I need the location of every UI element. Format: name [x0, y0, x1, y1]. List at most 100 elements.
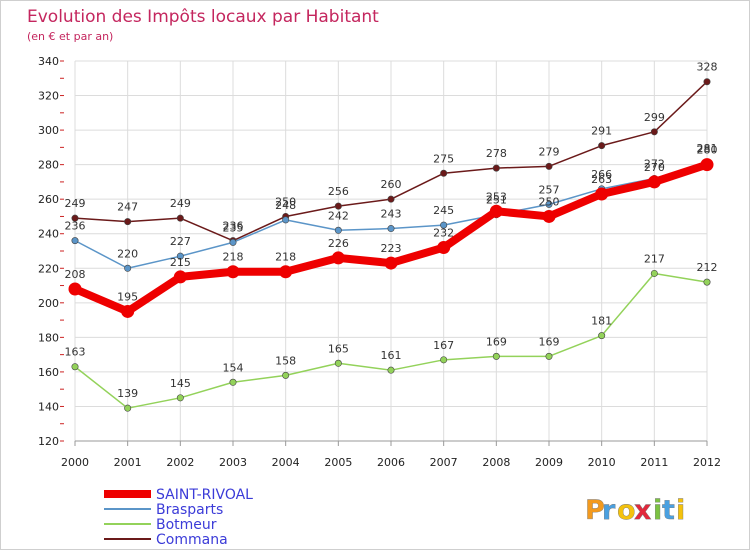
data-label: 217 [644, 252, 665, 265]
x-tick-label: 2005 [324, 456, 352, 469]
data-label: 272 [644, 157, 665, 170]
data-label: 245 [433, 204, 454, 217]
data-point [384, 256, 398, 270]
x-tick-label: 2009 [535, 456, 563, 469]
logo-letter: r [602, 495, 616, 526]
data-label: 165 [328, 342, 349, 355]
data-label: 195 [117, 290, 138, 303]
data-point [124, 264, 132, 272]
data-point [71, 237, 79, 245]
data-label: 212 [697, 261, 718, 274]
data-point [703, 78, 711, 86]
data-point [440, 169, 448, 177]
data-label: 154 [223, 361, 244, 374]
logo-letter: i [676, 495, 685, 526]
data-point [176, 252, 184, 260]
data-point [124, 404, 132, 412]
data-point [124, 218, 132, 226]
data-label: 250 [539, 195, 560, 208]
data-label: 257 [539, 183, 560, 196]
data-label: 249 [65, 197, 86, 210]
data-point [598, 142, 606, 150]
data-label: 158 [275, 354, 296, 367]
data-label: 263 [591, 173, 612, 186]
data-point [334, 226, 342, 234]
data-point [226, 265, 240, 279]
grid [74, 60, 708, 441]
data-point [121, 304, 135, 318]
data-point [598, 332, 606, 340]
data-label: 266 [591, 168, 612, 181]
y-tick-label: 300 [38, 124, 59, 137]
data-point [68, 282, 82, 296]
data-label: 208 [65, 268, 86, 281]
axes: 120 140 160 180 200 220 240 260 280 300 320 340 2000… [38, 55, 721, 469]
data-point [176, 394, 184, 402]
data-label: 299 [644, 111, 665, 124]
x-tick-label: 2008 [482, 456, 510, 469]
data-label: 281 [697, 142, 718, 155]
series-group [68, 78, 714, 412]
data-label: 235 [223, 221, 244, 234]
data-label: 291 [591, 125, 612, 138]
data-point [173, 270, 187, 284]
data-label: 181 [591, 315, 612, 328]
x-tick-label: 2000 [61, 456, 89, 469]
data-label: 169 [486, 335, 507, 348]
data-point [545, 200, 553, 208]
legend-label: Brasparts [156, 502, 223, 518]
y-tick-label: 320 [38, 90, 59, 103]
logo-letter: x [634, 495, 651, 526]
data-labels: 249 247 249 236 250 256 260 275 278 279 291 299 328 1… [65, 61, 718, 400]
data-point [71, 363, 79, 371]
data-point [647, 175, 661, 189]
data-point [440, 221, 448, 229]
data-point [176, 214, 184, 222]
x-tick-label: 2007 [430, 456, 458, 469]
data-point [334, 359, 342, 367]
logo-letter: o [617, 495, 636, 526]
data-point [650, 269, 658, 277]
data-label: 163 [65, 346, 86, 359]
data-label: 232 [433, 227, 454, 240]
y-tick-label: 240 [38, 228, 59, 241]
x-tick-label: 2002 [166, 456, 194, 469]
data-point [279, 265, 293, 279]
data-point [387, 366, 395, 374]
logo-letter: i [653, 495, 662, 526]
y-tick-label: 280 [38, 159, 59, 172]
x-tick-label: 2012 [693, 456, 721, 469]
data-label: 169 [539, 335, 560, 348]
data-point [334, 202, 342, 210]
data-label: 167 [433, 339, 454, 352]
data-point [71, 214, 79, 222]
x-tick-label: 2001 [114, 456, 142, 469]
data-label: 226 [328, 237, 349, 250]
data-point [542, 209, 556, 223]
data-label: 220 [117, 247, 138, 260]
legend-label: Botmeur [156, 517, 217, 533]
x-tick-label: 2011 [640, 456, 668, 469]
data-label: 253 [486, 190, 507, 203]
data-label: 249 [170, 197, 191, 210]
data-point [489, 204, 503, 218]
data-point [282, 371, 290, 379]
data-label: 218 [275, 251, 296, 264]
data-label: 161 [381, 349, 402, 362]
data-label: 236 [65, 220, 86, 233]
logo-letter: P [585, 495, 605, 526]
data-label: 227 [170, 235, 191, 248]
data-label: 236 [223, 220, 244, 233]
x-tick-label: 2006 [377, 456, 405, 469]
logo-letter: t [662, 495, 675, 526]
data-point [700, 158, 714, 172]
data-point [440, 356, 448, 364]
data-point [595, 187, 609, 201]
data-label: 215 [170, 256, 191, 269]
y-tick-label: 120 [38, 435, 59, 448]
y-tick-label: 220 [38, 262, 59, 275]
legend-label: SAINT-RIVOAL [156, 487, 253, 503]
data-label: 279 [539, 145, 560, 158]
